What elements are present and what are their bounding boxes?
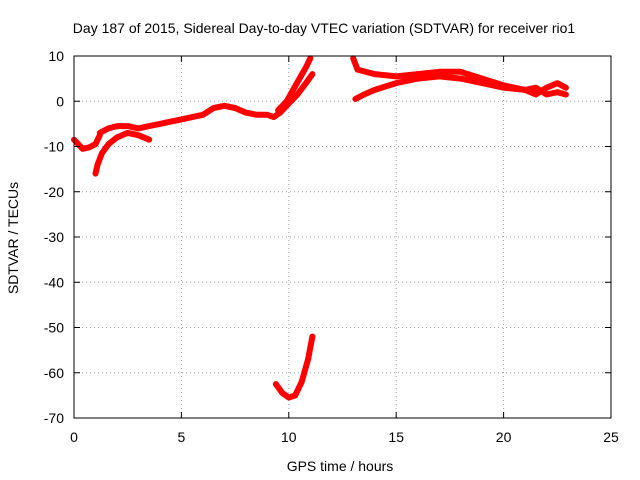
data-series-group: arc-1arc-2arc-3arc-4 arc-5 arc-6arc-7: [71, 55, 569, 401]
axis-ticks: 0 5 10 15 20 25 -70 -60 -50 -40 -30 -20 -10 0 10: [44, 48, 619, 445]
grid-lines: [74, 56, 611, 418]
y-tick-label: -70: [44, 410, 64, 426]
series-line-arc-2: arc-2: [92, 129, 153, 177]
x-tick-label: 20: [496, 429, 512, 445]
series-line-arc-1: arc-1: [71, 132, 103, 152]
y-tick-label: -10: [44, 139, 64, 155]
series-line-arc-7: arc-7: [352, 73, 569, 102]
chart-title: Day 187 of 2015, Sidereal Day-to-day VTE…: [73, 20, 576, 36]
series-line-arc-6: arc-6: [350, 55, 569, 98]
y-tick-label: -50: [44, 320, 64, 336]
x-axis-label: GPS time / hours: [287, 458, 394, 474]
y-tick-label: -60: [44, 365, 64, 381]
x-tick-label: 5: [178, 429, 186, 445]
series-line-arc-4: arc-4: [275, 55, 314, 114]
y-axis-label: SDTVAR / TECUs: [5, 182, 21, 294]
y-tick-label: 10: [48, 48, 64, 64]
series-line-arc-3: arc-3: [96, 71, 316, 136]
x-tick-label: 0: [70, 429, 78, 445]
y-tick-label: -30: [44, 229, 64, 245]
x-tick-label: 25: [603, 429, 619, 445]
x-tick-label: 15: [388, 429, 404, 445]
y-tick-label: -40: [44, 274, 64, 290]
x-tick-label: 10: [281, 429, 297, 445]
y-tick-label: 0: [56, 93, 64, 109]
series-line-arc-5: arc-5: [272, 333, 316, 401]
y-tick-label: -20: [44, 184, 64, 200]
